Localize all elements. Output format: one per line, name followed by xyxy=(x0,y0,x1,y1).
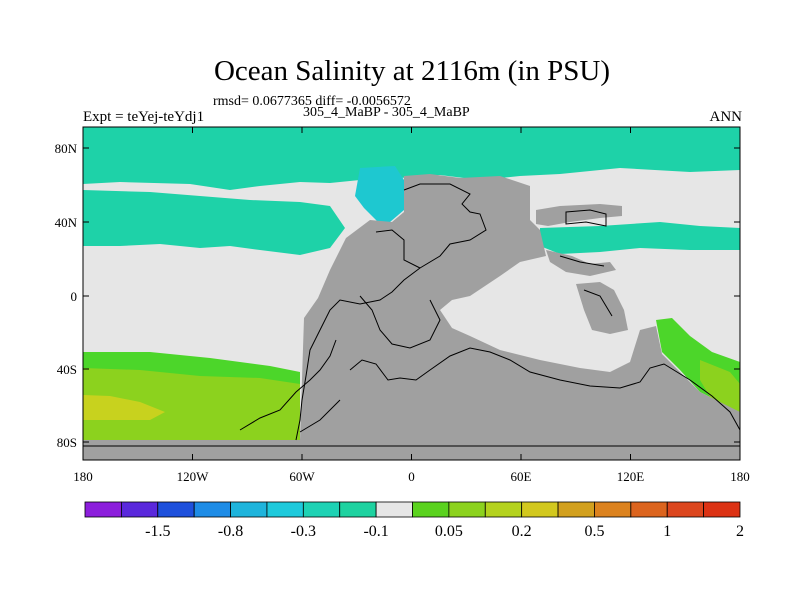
colorbar-label: -0.8 xyxy=(218,523,243,540)
land-east-asia xyxy=(546,250,616,276)
lon-tick-label: 0 xyxy=(408,469,415,484)
colorbar-swatch xyxy=(594,501,632,518)
colorbar-swatch xyxy=(339,501,377,518)
figure-title: Ocean Salinity at 2116m (in PSU) xyxy=(213,55,611,87)
colorbar-swatch xyxy=(157,501,195,518)
lat-tick-label: 40S xyxy=(57,362,77,377)
ocean-positive-indian-east xyxy=(700,360,740,420)
colorbar-swatch xyxy=(375,501,413,518)
colorbar-swatch xyxy=(703,501,741,518)
ocean-slightly-negative-pacific xyxy=(540,222,740,254)
lon-tick-label: 180 xyxy=(730,469,750,484)
colorbar-label: -0.3 xyxy=(291,523,316,540)
lon-tick-label: 60W xyxy=(289,469,315,484)
ocean-negative-patch xyxy=(355,166,404,222)
ocean-slightly-negative-north xyxy=(83,127,740,190)
coastlines xyxy=(83,183,741,447)
lat-tick-label: 80N xyxy=(55,141,78,156)
colorbar-swatch xyxy=(84,501,122,518)
colorbar-label: 0.05 xyxy=(435,523,463,540)
colorbar-swatch xyxy=(266,501,304,518)
latitude-axis: 80N 40N 0 40S 80S xyxy=(55,141,740,450)
colorbar-swatch xyxy=(230,501,268,518)
colorbar-swatch xyxy=(630,501,668,518)
season-label: ANN xyxy=(709,109,743,125)
longitude-axis: 180 120W 60W 0 60E 120E 180 xyxy=(73,127,750,484)
run-comparison-text: 305_4_MaBP - 305_4_MaBP xyxy=(303,105,470,120)
colorbar-swatch xyxy=(484,501,523,518)
lon-tick-label: 60E xyxy=(511,469,532,484)
coastline-south-america xyxy=(349,347,741,431)
colorbar-swatch xyxy=(448,501,486,518)
colorbar-swatch xyxy=(666,501,705,518)
colorbar-label: -1.5 xyxy=(145,523,170,540)
colorbar-label: 2 xyxy=(736,523,744,540)
coastline-east xyxy=(559,209,613,317)
colorbar-label: 0.2 xyxy=(512,523,532,540)
colorbar-swatch xyxy=(193,501,231,518)
lat-tick-label: 0 xyxy=(71,289,78,304)
rmsd-diff-text: rmsd= 0.0677365 diff= -0.0056572 xyxy=(213,94,411,109)
lon-tick-label: 120W xyxy=(177,469,210,484)
lat-tick-label: 80S xyxy=(57,435,77,450)
land-americas xyxy=(83,174,740,460)
lat-tick-label: 40N xyxy=(55,215,78,230)
colorbar-swatch xyxy=(412,501,450,518)
ocean-positive-south xyxy=(83,368,300,440)
colorbar-label: 1 xyxy=(663,523,671,540)
ocean-positive-high-south xyxy=(83,395,165,420)
colorbar-swatch xyxy=(557,501,595,518)
colorbar-swatch xyxy=(302,501,341,518)
land-island-east xyxy=(576,282,628,334)
colorbar-swatch xyxy=(120,501,159,518)
colorbar-swatch xyxy=(521,501,559,518)
ocean-slightly-negative-midlat xyxy=(83,190,345,255)
experiment-label: Expt = teYej-teYdj1 xyxy=(83,109,205,125)
lon-tick-label: 120E xyxy=(617,469,645,484)
coastline-interior xyxy=(359,229,441,349)
colorbar: -1.5 -0.8 -0.3 -0.1 0.05 0.2 0.5 1 2 xyxy=(84,501,744,540)
map-panel xyxy=(82,126,741,461)
land-north-east xyxy=(536,204,622,226)
lon-tick-label: 180 xyxy=(73,469,93,484)
coastline-africa xyxy=(239,339,341,433)
colorbar-label: -0.1 xyxy=(363,523,388,540)
colorbar-label: 0.5 xyxy=(584,523,604,540)
coastline-americas xyxy=(295,183,487,441)
